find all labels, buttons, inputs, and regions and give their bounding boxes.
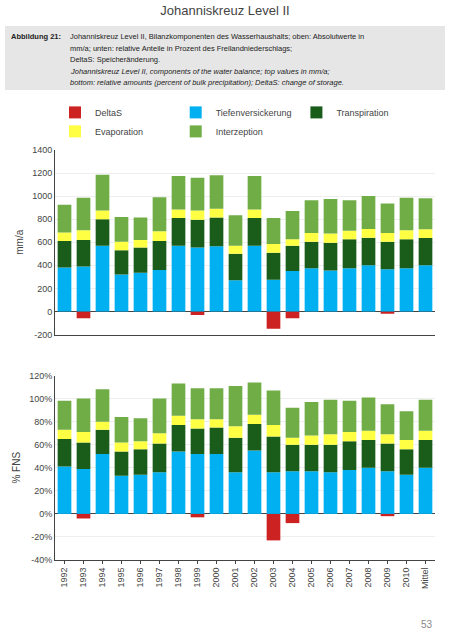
svg-text:Transpiration: Transpiration <box>336 108 388 118</box>
svg-text:800: 800 <box>37 214 52 224</box>
svg-text:2003: 2003 <box>268 568 278 588</box>
svg-text:Mittel: Mittel <box>420 568 430 590</box>
svg-text:100%: 100% <box>29 394 52 404</box>
svg-text:600: 600 <box>37 237 52 247</box>
svg-text:0%: 0% <box>39 509 52 519</box>
svg-text:1000: 1000 <box>32 191 52 201</box>
svg-text:400: 400 <box>37 260 52 270</box>
svg-text:1200: 1200 <box>32 168 52 178</box>
svg-text:mm/a: mm/a <box>14 229 25 254</box>
svg-text:20%: 20% <box>34 486 52 496</box>
svg-text:2002: 2002 <box>249 568 259 588</box>
svg-text:60%: 60% <box>34 440 52 450</box>
svg-text:1400: 1400 <box>32 145 52 155</box>
svg-text:2005: 2005 <box>306 568 316 588</box>
svg-text:1997: 1997 <box>154 568 164 588</box>
svg-text:Tiefenversickerung: Tiefenversickerung <box>216 108 292 118</box>
svg-text:Johanniskreuz Level II: Johanniskreuz Level II <box>160 3 289 18</box>
svg-text:1993: 1993 <box>78 568 88 588</box>
svg-text:1999: 1999 <box>192 568 202 588</box>
svg-text:DeltaS: Speicheränderung.: DeltaS: Speicheränderung. <box>70 55 160 64</box>
svg-text:DeltaS: DeltaS <box>95 108 122 118</box>
svg-text:53: 53 <box>421 619 433 630</box>
svg-text:2006: 2006 <box>325 568 335 588</box>
svg-text:2010: 2010 <box>401 568 411 588</box>
svg-text:bottom: relative amounts (perc: bottom: relative amounts (percent of bul… <box>70 78 344 87</box>
svg-text:2004: 2004 <box>287 568 297 588</box>
svg-text:mm/a; unten: relative Anteile: mm/a; unten: relative Anteile in Prozent… <box>70 44 292 53</box>
svg-text:2001: 2001 <box>230 568 240 588</box>
svg-text:Evaporation: Evaporation <box>95 127 143 137</box>
svg-text:80%: 80% <box>34 417 52 427</box>
svg-text:Abbildung 21:: Abbildung 21: <box>11 32 61 41</box>
svg-text:-40%: -40% <box>31 555 52 565</box>
svg-text:1995: 1995 <box>116 568 126 588</box>
svg-text:2007: 2007 <box>344 568 354 588</box>
svg-text:40%: 40% <box>34 463 52 473</box>
svg-text:1994: 1994 <box>97 568 107 588</box>
svg-text:120%: 120% <box>29 371 52 381</box>
svg-text:2009: 2009 <box>382 568 392 588</box>
svg-text:% FNS: % FNS <box>11 452 22 484</box>
svg-text:2008: 2008 <box>363 568 373 588</box>
svg-text:Interzeption: Interzeption <box>216 127 263 137</box>
svg-text:2000: 2000 <box>211 568 221 588</box>
svg-text:1992: 1992 <box>59 568 69 588</box>
svg-text:-200: -200 <box>34 330 52 340</box>
svg-text:-20%: -20% <box>31 532 52 542</box>
svg-text:200: 200 <box>37 284 52 294</box>
svg-text:Johanniskreuz Level II, compon: Johanniskreuz Level II, components of th… <box>70 67 329 76</box>
svg-text:1996: 1996 <box>135 568 145 588</box>
svg-text:1998: 1998 <box>173 568 183 588</box>
svg-text:Johanniskreuz Level II, Bilanz: Johanniskreuz Level II, Bilanzkomponente… <box>70 32 364 41</box>
svg-text:0: 0 <box>47 307 52 317</box>
